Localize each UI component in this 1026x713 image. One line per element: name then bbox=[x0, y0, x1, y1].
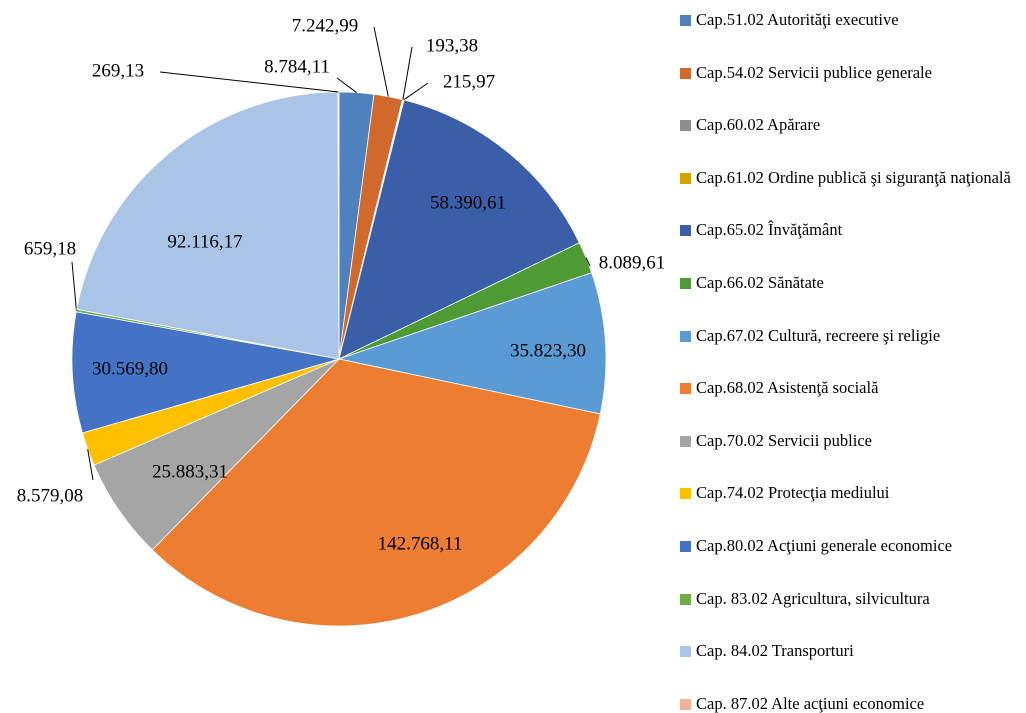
legend-swatch bbox=[680, 646, 691, 658]
leader-line bbox=[585, 257, 591, 267]
legend-swatch bbox=[680, 172, 691, 184]
legend-item: Cap.61.02 Ordine publică şi siguranţă na… bbox=[680, 168, 1024, 187]
pie-slice bbox=[338, 99, 580, 360]
data-label: 7.242,99 bbox=[292, 15, 359, 36]
data-label: 142.768,11 bbox=[378, 533, 463, 554]
legend-label: Cap.65.02 Învăţământ bbox=[696, 220, 843, 240]
legend-swatch bbox=[680, 15, 691, 26]
legend-item: Cap.51.02 Autorităţi executive bbox=[680, 10, 1024, 29]
data-label: 193,38 bbox=[426, 35, 478, 56]
legend-item: Cap.80.02 Acţiuni generale economice bbox=[680, 536, 1024, 555]
legend-item: Cap.54.02 Servicii publice generale bbox=[680, 63, 1024, 82]
legend-label: Cap.66.02 Sănătate bbox=[696, 273, 824, 292]
legend-item: Cap.66.02 Sănătate bbox=[680, 273, 1024, 292]
leader-line bbox=[159, 71, 339, 93]
legend-swatch bbox=[680, 383, 691, 395]
leader-line bbox=[336, 77, 357, 93]
data-label: 269,13 bbox=[92, 60, 144, 81]
leader-line bbox=[403, 82, 429, 101]
data-label: 35.823,30 bbox=[510, 340, 586, 361]
legend-swatch bbox=[680, 541, 691, 552]
pie-slice bbox=[151, 358, 601, 627]
legend-swatch bbox=[680, 435, 691, 447]
data-label: 8.089,61 bbox=[599, 252, 666, 273]
data-label: 92.116,17 bbox=[167, 231, 242, 252]
legend-swatch bbox=[680, 698, 691, 710]
data-label: 8.784,11 bbox=[264, 56, 330, 77]
pie-chart: 8.784,11 7.242,99 193,38 215,97 58.390,61 8.0… bbox=[17, 15, 666, 627]
pie-slice bbox=[337, 272, 607, 415]
legend-swatch bbox=[680, 225, 691, 237]
leader-line bbox=[402, 46, 413, 100]
legend-swatch bbox=[680, 120, 691, 132]
legend-swatch bbox=[680, 67, 691, 79]
legend-swatch bbox=[680, 330, 691, 342]
legend-item: Cap.74.02 Protecţia mediului bbox=[680, 483, 1024, 502]
legend-item: Cap.65.02 Învăţământ bbox=[680, 220, 1024, 239]
data-label: 215,97 bbox=[443, 71, 495, 92]
legend-item: Cap.70.02 Servicii publice bbox=[680, 431, 1024, 450]
legend-item: Cap. 83.02 Agricultura, silvicultura bbox=[680, 589, 1024, 608]
legend-label: Cap.80.02 Acţiuni generale economice bbox=[696, 536, 953, 555]
data-label: 659,18 bbox=[24, 238, 76, 259]
legend-label: Cap.74.02 Protecţia mediului bbox=[696, 483, 890, 503]
legend-item: Cap. 84.02 Transporturi bbox=[680, 641, 1024, 660]
legend-label: Cap.68.02 Asistenţă socială bbox=[696, 378, 879, 398]
legend-swatch bbox=[680, 278, 691, 289]
data-label: 8.579,08 bbox=[17, 485, 84, 506]
legend-label: Cap.70.02 Servicii publice bbox=[696, 430, 872, 450]
leader-line bbox=[87, 449, 94, 481]
legend-label: Cap.67.02 Cultură, recreere şi religie bbox=[696, 325, 941, 345]
pie-slice bbox=[76, 91, 340, 360]
legend-item: Cap.60.02 Apărare bbox=[680, 115, 1024, 134]
pie-slice bbox=[71, 311, 340, 434]
leader-line bbox=[373, 26, 389, 97]
legend-item: Cap. 87.02 Alte acţiuni economice bbox=[680, 694, 1024, 713]
legend-label: Cap.60.02 Apărare bbox=[696, 115, 821, 135]
legend-swatch bbox=[680, 488, 691, 500]
legend-label: Cap. 87.02 Alte acţiuni economice bbox=[696, 693, 925, 713]
legend-label: Cap.51.02 Autorităţi executive bbox=[696, 10, 899, 29]
legend-item: Cap.68.02 Asistenţă socială bbox=[680, 378, 1024, 397]
legend-item: Cap.67.02 Cultură, recreere şi religie bbox=[680, 326, 1024, 345]
legend-label: Cap. 83.02 Agricultura, silvicultura bbox=[696, 588, 930, 608]
legend-label: Cap. 84.02 Transporturi bbox=[696, 641, 854, 661]
legend-label: Cap.61.02 Ordine publică şi siguranţă na… bbox=[696, 167, 1011, 187]
legend-swatch bbox=[680, 593, 691, 605]
data-label: 58.390,61 bbox=[430, 192, 506, 213]
leader-line bbox=[71, 261, 77, 311]
data-label: 25.883,31 bbox=[152, 461, 228, 482]
data-label: 30.569,80 bbox=[92, 358, 168, 379]
legend-label: Cap.54.02 Servicii publice generale bbox=[696, 62, 932, 82]
